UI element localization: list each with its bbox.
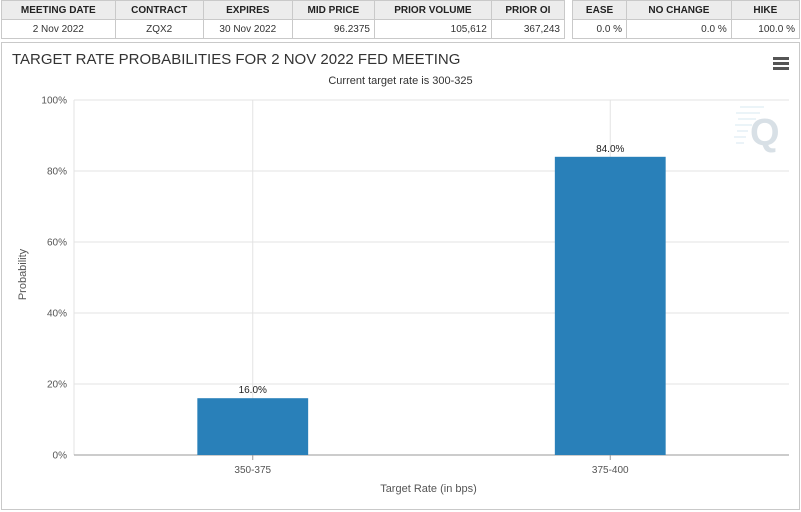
grid-lines (74, 99, 789, 456)
chart-panel: 0% 20% 40% 60% 80% 100% 350-375 16.0% 375-400 84.… (1, 42, 800, 510)
hamburger-menu-icon[interactable] (773, 57, 789, 70)
cell-prior-oi: 367,243 (490, 19, 566, 39)
header-mid-price: MID PRICE (291, 0, 375, 20)
cell-expires: 30 Nov 2022 (202, 19, 293, 39)
x-tick-label: 375-400 (592, 465, 629, 476)
bar-chart: 0% 20% 40% 60% 80% 100% 350-375 16.0% 375-400 84.… (17, 96, 789, 496)
x-axis-title: Target Rate (in bps) (380, 483, 477, 495)
table-row: 0.0 % 0.0 % 100.0 % (571, 19, 801, 39)
chart-title: TARGET RATE PROBABILITIES FOR 2 NOV 2022… (12, 51, 461, 68)
cell-prior-volume: 105,612 (373, 19, 492, 39)
data-label: 84.0% (596, 144, 624, 155)
bars (197, 156, 666, 456)
cell-ease: 0.0 % (571, 19, 628, 39)
cell-no-change: 0.0 % (626, 19, 732, 39)
header-ease: EASE (571, 0, 628, 20)
data-label: 16.0% (239, 385, 267, 396)
cell-meeting-date: 2 Nov 2022 (1, 19, 116, 39)
header-prior-volume: PRIOR VOLUME (373, 0, 492, 20)
axes (73, 100, 789, 460)
probability-summary-table: EASE NO CHANGE HIKE 0.0 % 0.0 % 100.0 % (571, 0, 801, 39)
cell-mid-price: 96.2375 (291, 19, 375, 39)
cell-hike: 100.0 % (730, 19, 801, 39)
y-tick-label: 20% (47, 380, 67, 391)
x-tick-label: 350-375 (234, 465, 271, 476)
y-tick-label: 100% (41, 96, 67, 107)
meeting-info-table: MEETING DATE CONTRACT EXPIRES MID PRICE … (1, 0, 566, 39)
y-tick-label: 80% (47, 167, 67, 178)
header-contract: CONTRACT (114, 0, 204, 20)
header-hike: HIKE (730, 0, 801, 20)
header-meeting-date: MEETING DATE (1, 0, 116, 20)
bar-350-375 (197, 398, 309, 455)
cell-contract: ZQX2 (114, 19, 204, 39)
header-expires: EXPIRES (202, 0, 293, 20)
svg-text:Q: Q (750, 112, 780, 154)
y-tick-label: 40% (47, 309, 67, 320)
chart-subtitle: Current target rate is 300-325 (328, 75, 473, 87)
header-no-change: NO CHANGE (626, 0, 732, 20)
q-logo-icon: Q (734, 106, 780, 154)
table-row: 2 Nov 2022 ZQX2 30 Nov 2022 96.2375 105,… (1, 19, 566, 39)
header-prior-oi: PRIOR OI (490, 0, 566, 20)
y-tick-label: 0% (53, 451, 68, 462)
y-axis-title: Probability (17, 248, 29, 300)
bar-375-400 (554, 156, 666, 456)
y-tick-label: 60% (47, 238, 67, 249)
labels: 0% 20% 40% 60% 80% 100% 350-375 16.0% 375-400 84.… (17, 96, 629, 496)
